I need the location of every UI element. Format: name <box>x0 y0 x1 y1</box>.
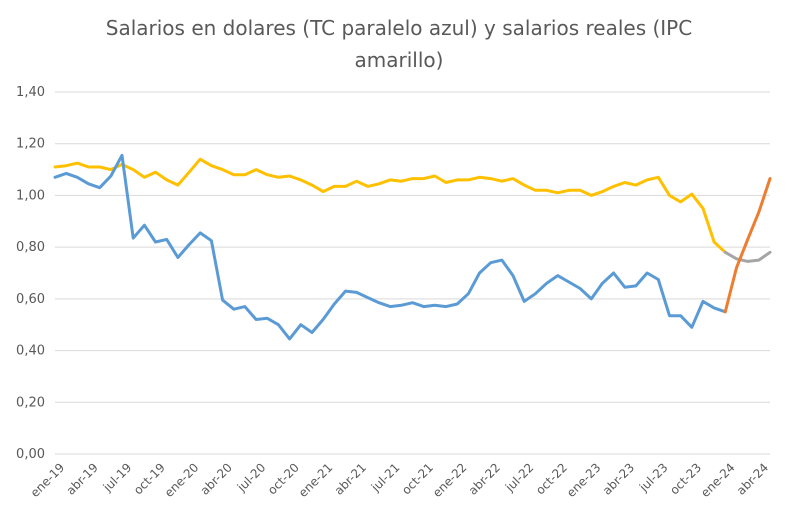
series-line-4 <box>723 177 772 314</box>
chart-title-line-2: amarillo) <box>354 48 444 72</box>
x-tick-label: ene-23 <box>564 460 604 500</box>
x-tick-label: ene-24 <box>698 460 738 500</box>
x-tick-label: abr-24 <box>734 460 771 497</box>
series-line-3 <box>723 250 772 263</box>
x-tick-label: jul-20 <box>234 460 269 495</box>
y-tick-label: 0,60 <box>16 292 45 307</box>
x-tick-label: jul-21 <box>368 460 403 495</box>
y-tick-label: 0,40 <box>16 344 45 359</box>
y-tick-label: 0,00 <box>16 447 45 462</box>
x-tick-label: ene-22 <box>430 460 470 500</box>
x-tick-label: abr-19 <box>64 460 101 497</box>
chart-title-line-1: Salarios en dolares (TC paralelo azul) y… <box>105 16 693 40</box>
x-tick-label: abr-21 <box>332 460 369 497</box>
x-tick-label: abr-23 <box>600 460 637 497</box>
series-lines <box>53 153 772 341</box>
x-tick-label: ene-20 <box>162 460 202 500</box>
series-line-2 <box>53 153 727 341</box>
series-line-1 <box>53 157 727 254</box>
y-tick-label: 0,20 <box>16 395 45 410</box>
x-tick-label: ene-21 <box>296 460 336 500</box>
chart-title: Salarios en dolares (TC paralelo azul) y… <box>0 12 798 76</box>
y-tick-label: 1,20 <box>16 137 45 152</box>
x-tick-label: abr-20 <box>198 460 235 497</box>
x-tick-label: abr-22 <box>466 460 503 497</box>
y-tick-label: 1,00 <box>16 188 45 203</box>
y-axis-tick-labels: 0,00 0,20 0,40 0,60 0,80 1,00 1,20 1,40 <box>16 85 45 462</box>
y-tick-label: 1,40 <box>16 85 45 100</box>
y-tick-label: 0,80 <box>16 240 45 255</box>
x-tick-label: jul-22 <box>502 460 537 495</box>
x-tick-label: jul-23 <box>636 460 671 495</box>
x-tick-label: ene-19 <box>28 460 68 500</box>
grid-lines <box>55 91 770 455</box>
x-tick-label: jul-19 <box>100 460 135 495</box>
